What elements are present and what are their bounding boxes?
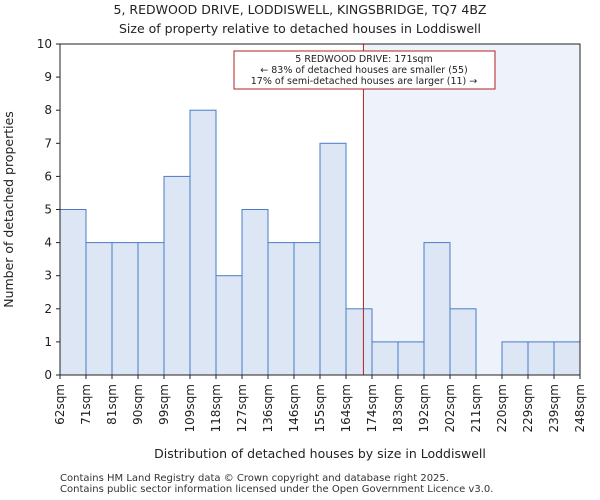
y-tick-label: 3 [44,269,52,283]
footer-line-1: Contains HM Land Registry data © Crown c… [60,473,449,484]
bar-109sqm [189,109,217,376]
bar-118sqm [215,275,243,376]
bar-174sqm [371,341,399,376]
bar-146sqm [293,242,321,376]
x-tick-label: 229sqm [521,384,535,432]
bar-239sqm [553,341,581,376]
x-tick-label: 174sqm [365,384,379,432]
x-axis-label: Distribution of detached houses by size … [154,446,486,461]
y-tick-label: 7 [44,136,52,150]
bar-164sqm [345,308,373,376]
y-tick-label: 4 [44,236,52,250]
annotation-line-1: 5 REDWOOD DRIVE: 171sqm [295,54,432,65]
x-tick-label: 81sqm [105,384,119,425]
x-tick-label: 136sqm [261,384,275,432]
bar-127sqm [241,209,269,376]
y-tick-label: 0 [44,368,52,382]
x-tick-label: 146sqm [287,384,301,432]
x-tick-label: 239sqm [547,384,561,432]
x-tick-label: 118sqm [209,384,223,432]
bar-220sqm [501,341,529,376]
y-tick-label: 2 [44,302,52,316]
annotation-line-3: 17% of semi-detached houses are larger (… [251,76,478,87]
bar-71sqm [85,242,113,376]
x-tick-label: 192sqm [417,384,431,432]
y-tick-label: 10 [37,37,52,51]
bar-81sqm [111,242,139,376]
bar-183sqm [397,341,425,376]
y-tick-label: 9 [44,70,52,84]
bar-136sqm [267,242,295,376]
annotation-line-2: ← 83% of detached houses are smaller (55… [260,65,467,76]
y-axis-label: Number of detached properties [1,111,16,308]
y-tick-label: 1 [44,335,52,349]
y-tick-label: 8 [44,103,52,117]
x-tick-label: 99sqm [157,384,171,425]
annotation-box: 5 REDWOOD DRIVE: 171sqm ← 83% of detache… [233,50,496,90]
bar-229sqm [527,341,555,376]
x-tick-label: 164sqm [339,384,353,432]
y-tick-label: 6 [44,169,52,183]
x-tick-label: 71sqm [79,384,93,425]
footer-line-2: Contains public sector information licen… [60,484,494,495]
bar-202sqm [449,308,477,376]
x-tick-label: 90sqm [131,384,145,425]
bar-90sqm [137,242,165,376]
chart-title: 5, REDWOOD DRIVE, LODDISWELL, KINGSBRIDG… [113,2,487,17]
x-tick-label: 62sqm [53,384,67,425]
x-tick-label: 155sqm [313,384,327,432]
x-tick-label: 248sqm [573,384,587,432]
bar-62sqm [59,209,87,376]
bar-155sqm [319,142,347,376]
annotation-frame [233,50,496,90]
x-tick-label: 220sqm [495,384,509,432]
bar-99sqm [163,175,191,376]
bar-192sqm [423,242,451,376]
x-tick-label: 202sqm [443,384,457,432]
x-tick-label: 183sqm [391,384,405,432]
y-tick-label: 5 [44,203,52,217]
chart-subtitle: Size of property relative to detached ho… [118,21,482,36]
x-tick-label: 127sqm [235,384,249,432]
x-tick-label: 211sqm [469,384,483,432]
x-tick-label: 109sqm [183,384,197,432]
